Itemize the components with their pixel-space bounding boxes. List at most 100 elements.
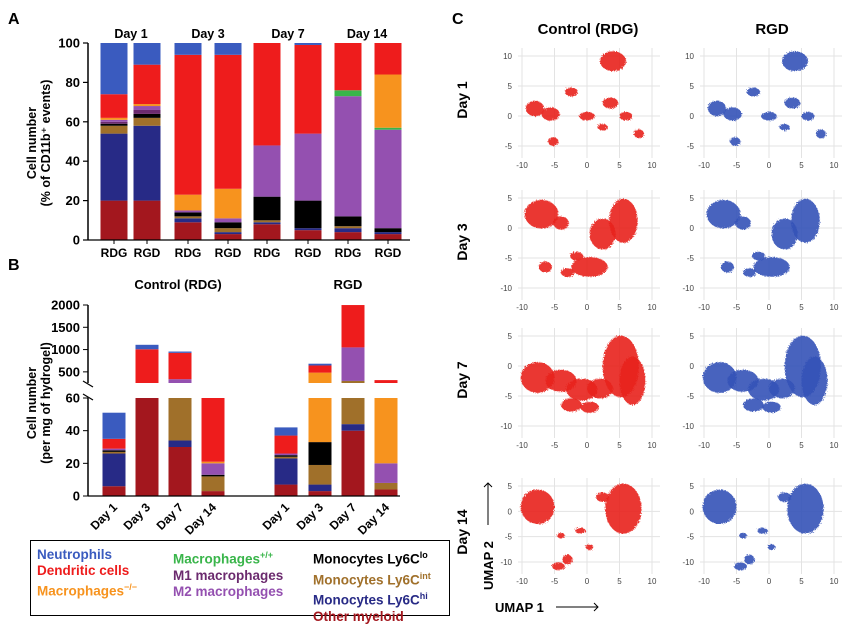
panel-a-y-tick-label: 20 [66, 193, 80, 208]
panel-b-chart: Cell number (per mg of hydrogel) Control… [25, 277, 400, 537]
panel-a-bar-seg-other [295, 230, 322, 240]
panel-b-bar-seg-mac_minus [202, 462, 225, 464]
panel-b-y-tick-label: 500 [58, 364, 80, 379]
panel-a-bar-seg-m2 [215, 218, 242, 222]
panel-b-bar-seg-mono_lo [309, 442, 332, 465]
panel-b-x-tick-label: Day 1 [260, 500, 293, 533]
umap-cluster-control [548, 137, 558, 146]
panel-b-bar-seg-dendritic [309, 365, 332, 372]
umap-x-tick-label: -10 [516, 161, 528, 170]
umap-cluster-control [525, 200, 559, 229]
umap-cluster-rgd [730, 137, 740, 146]
umap-cluster-rgd [802, 357, 828, 405]
umap-cluster-control [552, 562, 565, 570]
umap-cluster-control [570, 252, 583, 261]
panel-a-y-tick-label: 80 [66, 75, 80, 90]
panel-a-bar-seg-mac_plus [375, 128, 402, 130]
panel-a-bar-seg-mono_lo [295, 201, 322, 229]
legend-macrophages-plus-text: Macrophages [173, 552, 260, 567]
umap-cluster-rgd [703, 490, 737, 525]
legend-monocytes-lo: Monocytes Ly6Clo [313, 547, 431, 568]
umap-cluster-rgd [743, 268, 756, 277]
panel-a-x-tick-label: RDG [335, 246, 362, 260]
panel-b-bar-seg-other [169, 447, 192, 496]
umap-x-axis-label: UMAP 1 [495, 600, 544, 615]
panel-b-group-title-rgd: RGD [334, 277, 363, 292]
panel-b-y-tick-label: 0 [73, 489, 80, 504]
panel-letter-b: B [8, 257, 20, 274]
umap-cluster-control [575, 528, 585, 534]
legend-macrophages-minus-text: Macrophages [37, 584, 124, 599]
umap-col-title-rgd: RGD [755, 21, 789, 38]
umap-y-tick-label: 0 [508, 507, 513, 516]
umap-y-tick-label: -5 [505, 392, 513, 401]
panel-a-bar-seg-mono_hi [254, 222, 281, 224]
panel-b-bar-seg-other [375, 489, 398, 496]
umap-x-tick-label: -10 [516, 441, 528, 450]
panel-b-bar-seg-other [342, 431, 365, 496]
legend-macrophages-minus: Macrophages−/− [37, 579, 137, 600]
panel-a-bar-seg-other [254, 224, 281, 240]
panel-a-day-title: Day 14 [347, 27, 387, 41]
umap-cluster-control [596, 492, 609, 502]
panel-a-day-title: Day 3 [191, 27, 224, 41]
umap-cluster-control [634, 129, 644, 138]
umap-x-tick-label: 0 [585, 577, 590, 586]
umap-cluster-rgd [734, 562, 747, 570]
panel-a-bar-seg-mac_plus [335, 90, 362, 96]
umap-cluster-rgd [778, 492, 791, 502]
panel-a-x-tick-label: RDG [175, 246, 202, 260]
umap-x-tick-label: -5 [551, 161, 559, 170]
umap-row-title-day7: Day 7 [454, 361, 470, 399]
panel-a-bar-seg-m2 [101, 120, 128, 122]
umap-cluster-control [557, 533, 565, 539]
legend-other-myeloid: Other myeloid [313, 609, 431, 625]
umap-y-tick-label: -5 [505, 254, 513, 263]
umap-cluster-rgd [739, 533, 747, 539]
panel-a-bar-seg-m1 [134, 110, 161, 114]
legend-monocytes-lo-sup: lo [420, 550, 428, 560]
panel-b-bar-seg-neutrophils [275, 427, 298, 435]
legend-monocytes-int-text: Monocytes Ly6C [313, 572, 420, 587]
umap-cluster-rgd [802, 112, 815, 121]
umap-y-tick-label: 5 [508, 82, 513, 91]
panel-a-bar-seg-mac_minus [101, 118, 128, 120]
panel-a-bar-seg-mac_minus [175, 195, 202, 211]
panel-b-bar-seg-dendritic [103, 439, 126, 449]
panel-a-ylabel-line1: Cell number [25, 107, 39, 179]
panel-a-bar-seg-mono_lo [101, 124, 128, 126]
umap-x-tick-label: -5 [733, 441, 741, 450]
panel-a-bar-seg-other [101, 201, 128, 240]
panel-b-bar-seg-dendritic [169, 353, 192, 379]
umap-cluster-control [586, 544, 594, 550]
umap-cluster-control [561, 398, 582, 411]
umap-cluster-control [565, 88, 578, 97]
panel-b-bar-seg-mono_hi [169, 440, 192, 447]
panel-b-bar-seg-dendritic [202, 398, 225, 462]
umap-x-tick-label: 0 [767, 441, 772, 450]
panel-b-bar-seg-mono_int [309, 465, 332, 485]
umap-cluster-control [561, 268, 574, 277]
umap-y-tick-label: -5 [687, 254, 695, 263]
panel-a-bar-seg-m2 [175, 210, 202, 212]
panel-b-bar-seg-neutrophils [309, 364, 332, 366]
panel-b-bar-seg-mono_int [342, 381, 365, 383]
panel-a-bar-seg-mac_minus [375, 75, 402, 128]
panel-a-bar-seg-mono_int [335, 226, 362, 228]
panel-b-ylabel-line2: (per mg of hydrogel) [39, 342, 53, 464]
umap-x-tick-label: 0 [585, 161, 590, 170]
umap-y-tick-label: 0 [690, 112, 695, 121]
umap-x-tick-label: 10 [830, 161, 839, 170]
umap-y-tick-label: -10 [682, 558, 694, 567]
legend-macrophages-plus-sup: +/+ [260, 550, 273, 560]
umap-y-tick-label: -10 [682, 422, 694, 431]
umap-y-tick-label: 0 [508, 224, 513, 233]
panel-b-bar-seg-mac_minus [309, 373, 332, 383]
legend-monocytes-int: Monocytes Ly6Cint [313, 568, 431, 589]
panel-a-bar-seg-dendritic [254, 43, 281, 145]
umap-y-tick-label: -5 [687, 533, 695, 542]
panel-a-bar-seg-mono_hi [295, 228, 322, 230]
legend-m1-macrophages: M1 macrophages [173, 568, 283, 584]
panel-a-bar-seg-dendritic [295, 45, 322, 134]
